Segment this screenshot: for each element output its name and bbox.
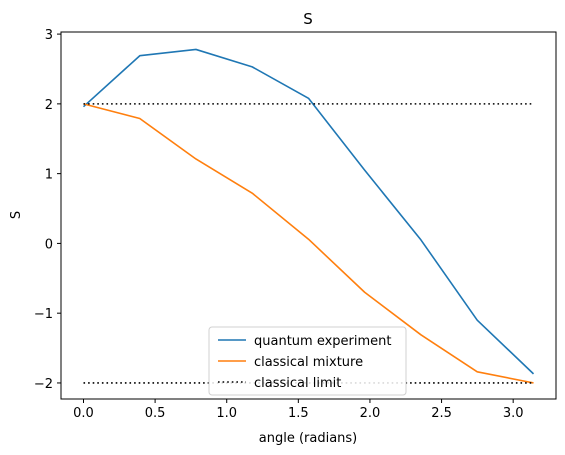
y-axis-label: S	[9, 211, 24, 219]
legend-label: quantum experiment	[254, 334, 392, 349]
x-tick-label: 0.0	[73, 406, 94, 421]
legend: quantum experiment classical mixture class…	[208, 326, 407, 396]
x-tick-label: 1.5	[288, 406, 309, 421]
y-tick-label: 3	[45, 28, 53, 43]
axes-frame	[60, 31, 557, 400]
legend-label: classical mixture	[254, 355, 363, 370]
y-tick-label: −1	[34, 307, 53, 322]
y-tick-label: −2	[34, 377, 53, 392]
y-tick-label: 1	[45, 168, 53, 183]
legend-label: classical limit	[254, 376, 341, 391]
x-tick-label: 2.0	[360, 406, 381, 421]
y-tick-label: 2	[45, 98, 53, 113]
x-tick-label: 3.0	[503, 406, 524, 421]
series-line-classical-mixture	[83, 103, 534, 384]
legend-box	[208, 326, 407, 396]
plot-area	[82, 48, 535, 384]
x-tick-label: 0.5	[145, 406, 166, 421]
series-line-quantum-experiment	[82, 48, 535, 375]
x-tick-label: 1.0	[216, 406, 237, 421]
y-tick-label: 0	[45, 237, 53, 252]
chart-title: S	[303, 10, 313, 28]
x-tick-label: 2.5	[431, 406, 452, 421]
x-axis-label: angle (radians)	[259, 431, 358, 446]
